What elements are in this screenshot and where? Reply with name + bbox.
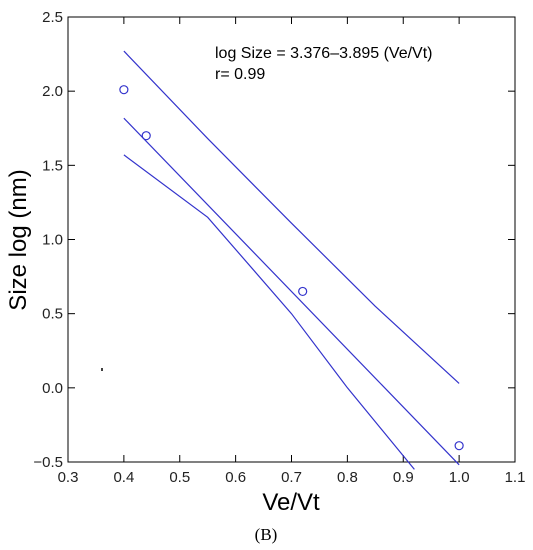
data-point (298, 286, 308, 297)
plot-frame (67, 16, 516, 463)
x-tick-label: 1.0 (449, 469, 470, 486)
figure-caption: (B) (255, 525, 278, 544)
y-tick-label: 1.5 (42, 157, 63, 174)
x-tick-label: 1.1 (505, 469, 526, 486)
x-tick-label: 0.5 (169, 469, 190, 486)
y-tick-label: −0.5 (33, 454, 63, 471)
lower-confidence-line (123, 154, 415, 470)
data-point (141, 131, 151, 141)
r-annotation: r= 0.99 (215, 66, 265, 83)
regression-line (123, 117, 460, 466)
data-point (119, 85, 129, 95)
y-tick-label: 2.5 (42, 9, 63, 26)
y-tick-label: 1.0 (42, 232, 63, 249)
x-tick-label: 0.8 (337, 469, 358, 486)
x-tick-label: 0.3 (58, 469, 79, 486)
x-tick-label: 0.4 (113, 469, 134, 486)
x-axis-label: Ve/Vt (262, 489, 320, 516)
x-tick-label: 0.6 (225, 469, 246, 486)
data-points (119, 85, 464, 451)
x-tick-label: 0.7 (281, 469, 302, 486)
upper-confidence-line (123, 50, 460, 384)
equation-annotation: log Size = 3.376–3.895 (Ve/Vt) (215, 45, 432, 62)
y-axis-label: Size log (nm) (5, 169, 32, 310)
confidence-bands (123, 50, 460, 470)
y-axis-ticks: −0.5 0.0 0.5 1.0 1.5 2.0 2.5 (33, 9, 515, 471)
y-tick-label: 0.0 (42, 380, 63, 397)
x-tick-label: 0.9 (393, 469, 414, 486)
y-tick-label: 0.5 (42, 306, 63, 323)
data-point (454, 441, 464, 451)
y-tick-label: 2.0 (42, 83, 63, 100)
fit-line (123, 117, 460, 466)
